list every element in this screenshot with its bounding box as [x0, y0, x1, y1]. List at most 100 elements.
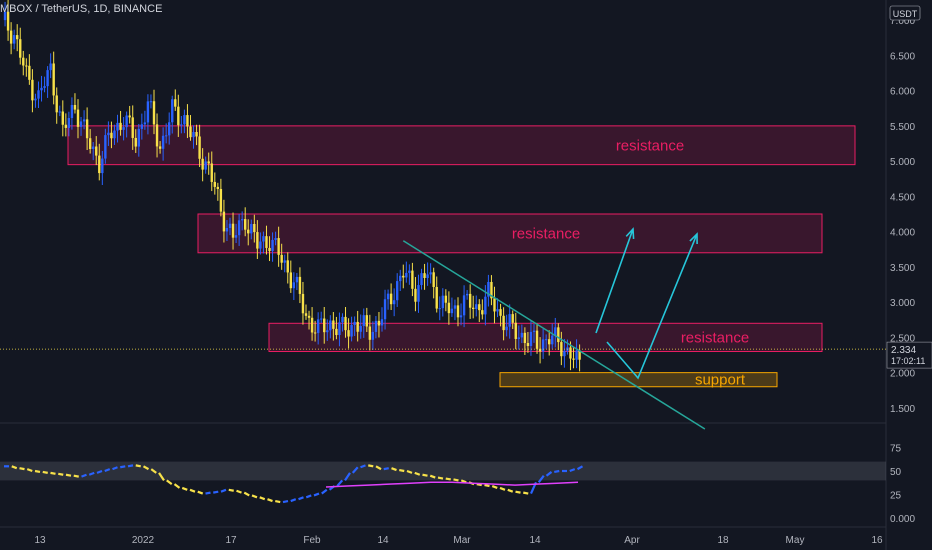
candle-body [420, 273, 423, 286]
candle-body [73, 104, 77, 110]
time-tick-label: 16 [871, 535, 883, 546]
candle-body [429, 272, 432, 275]
time-tick-label: 18 [717, 535, 729, 546]
price-tick-label: 6.500 [890, 51, 915, 62]
candle-body [201, 158, 204, 170]
candle-body [365, 315, 368, 327]
candle-body [19, 39, 22, 58]
price-tick-label: 7.000 [890, 16, 915, 27]
zone-resistance [197, 213, 823, 254]
candle-body [493, 298, 496, 312]
rsi-segment [251, 494, 258, 499]
rsi-segment [135, 464, 141, 468]
rsi-segment [507, 488, 514, 493]
rsi-segment [197, 490, 204, 495]
rsi-segment [290, 498, 297, 503]
candle-body [204, 161, 207, 170]
candle-body [116, 122, 119, 131]
price-tag-box [886, 341, 932, 369]
rsi-segment [120, 465, 126, 469]
candle-body [575, 350, 578, 360]
candle-body [532, 330, 536, 332]
candle-body [459, 315, 463, 318]
rsi-ma-line [325, 481, 579, 488]
rsi-segment [305, 494, 312, 499]
price-tick-label: 1.500 [890, 404, 915, 415]
rsi-segment [26, 468, 33, 473]
candle-body [168, 122, 171, 136]
candle-body [374, 320, 378, 332]
candle-body [475, 304, 478, 309]
rsi-segment [34, 469, 41, 474]
candle-body [332, 320, 335, 329]
rsi-segment [399, 468, 405, 473]
candle-body [292, 282, 296, 289]
candle-body [155, 124, 159, 147]
candle-body [183, 115, 186, 125]
candle-body [392, 300, 396, 305]
candle-body [569, 347, 572, 359]
price-tick-label: 3.000 [890, 298, 915, 309]
rsi-segment [228, 488, 234, 492]
candle-body [468, 293, 472, 308]
candle-body [341, 316, 344, 323]
candle-body [505, 326, 508, 331]
candle-body [356, 321, 359, 332]
zone-label: resistance [512, 225, 580, 242]
candle-body [119, 122, 122, 130]
candle-body [465, 293, 469, 296]
candle-body [262, 236, 265, 242]
candle-body [177, 106, 180, 126]
candle-body [554, 327, 557, 336]
candle-body [25, 65, 28, 67]
rsi-segment [414, 471, 421, 476]
price-tag-value: 2.334 [891, 345, 916, 356]
rsi-segment [545, 471, 553, 477]
candle-body [88, 138, 92, 150]
candle-body [326, 330, 329, 333]
candle-body [213, 181, 216, 187]
candle-body [195, 132, 198, 137]
candle-body [551, 335, 554, 345]
candle-body [198, 136, 201, 159]
rsi-segment [142, 465, 150, 471]
trendline [402, 240, 706, 430]
candle-body [140, 124, 144, 129]
candle-body [544, 339, 548, 341]
candle-body [265, 236, 268, 248]
candle-body [268, 247, 271, 252]
rsi-segment [429, 474, 436, 479]
candle-body [359, 325, 362, 332]
rsi-tick-label: 0.000 [890, 514, 915, 525]
zone-resistance [67, 125, 856, 166]
candle-body [3, 11, 7, 21]
rsi-segment [166, 479, 173, 486]
candle-body [277, 238, 280, 255]
candle-body [76, 109, 80, 127]
candle-body [557, 327, 560, 343]
time-tick-label: May [786, 535, 805, 546]
rsi-segment [298, 496, 304, 501]
candle-body [402, 275, 405, 278]
candle-body [411, 270, 414, 289]
candle-body [107, 132, 110, 136]
candle-body [216, 186, 220, 189]
candle-body [137, 128, 140, 147]
rsi-segment [112, 466, 118, 471]
candle-body [125, 115, 128, 128]
candle-body [149, 101, 153, 103]
time-tick-label: Feb [303, 535, 321, 546]
candle-body [161, 135, 165, 149]
candle-body [496, 309, 499, 312]
rsi-segment [96, 469, 103, 474]
candle-body [408, 270, 411, 273]
price-tick-label: 4.000 [890, 228, 915, 239]
candle-body [253, 223, 256, 233]
rsi-segment [275, 499, 281, 504]
rsi-segment [213, 490, 219, 494]
candle-body [517, 337, 520, 339]
candle-body [541, 339, 545, 352]
candle-body [289, 272, 292, 289]
rsi-segment [150, 468, 157, 474]
candle-body [101, 158, 104, 174]
